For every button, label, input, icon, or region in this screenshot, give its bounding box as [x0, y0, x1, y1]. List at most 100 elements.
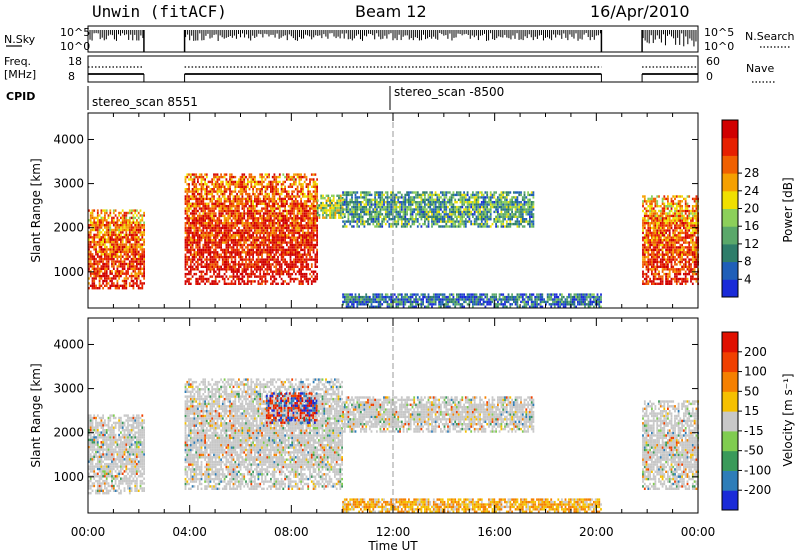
echo-cell	[223, 205, 226, 208]
echo-cell	[302, 282, 304, 285]
echo-cell	[202, 229, 205, 232]
echo-cell	[300, 270, 302, 273]
echo-cell	[245, 241, 247, 244]
echo-cell	[107, 238, 110, 241]
echo-cell	[214, 226, 217, 230]
echo-cell	[116, 250, 119, 253]
echo-cell	[197, 178, 199, 181]
echo-cell	[286, 217, 288, 220]
freq-lines	[87, 66, 699, 82]
echo-cell	[309, 258, 311, 261]
echo-cell	[286, 263, 288, 266]
echo-cell	[118, 284, 120, 287]
echo-cell	[248, 173, 251, 176]
echo-cell	[232, 246, 235, 249]
echo-cell	[214, 185, 217, 188]
echo-cell	[89, 257, 92, 261]
echo-cell	[395, 225, 398, 228]
echo-cell	[287, 212, 290, 215]
echo-cell	[325, 209, 328, 212]
echo-cell	[307, 195, 310, 198]
echo-cell	[334, 216, 337, 219]
echo-cell	[218, 188, 221, 191]
echo-cell	[188, 205, 190, 208]
echo-cell	[98, 226, 101, 229]
echo-cell	[254, 260, 256, 264]
echo-cell	[284, 248, 286, 252]
echo-cell	[205, 239, 208, 242]
echo-cell	[214, 248, 217, 252]
echo-cell	[236, 217, 238, 220]
echo-cell	[358, 215, 360, 218]
echo-cell	[345, 201, 348, 204]
echo-cell	[241, 280, 244, 283]
echo-cell	[302, 202, 304, 205]
echo-cell	[291, 239, 294, 242]
echo-cell	[361, 191, 364, 194]
echo-cell	[363, 203, 366, 206]
echo-cell	[213, 175, 215, 179]
echo-cell	[287, 219, 290, 222]
echo-cell	[261, 231, 263, 235]
echo-cell	[479, 215, 481, 218]
echo-cell	[239, 202, 242, 205]
echo-cell	[218, 175, 221, 179]
echo-cell	[121, 243, 124, 246]
echo-cell	[214, 255, 217, 259]
echo-cell	[254, 280, 256, 283]
echo-cell	[223, 226, 226, 230]
echo-cell	[411, 213, 414, 216]
echo-cell	[438, 198, 440, 201]
echo-cell	[255, 241, 258, 244]
echo-cell	[127, 248, 129, 251]
echo-cell	[191, 241, 194, 244]
echo-cell	[411, 220, 414, 223]
echo-cell	[275, 246, 278, 249]
echo-cell	[294, 207, 297, 210]
echo-cell	[309, 226, 311, 230]
echo-cell	[294, 255, 297, 259]
echo-cell	[218, 246, 221, 249]
echo-cell	[282, 188, 285, 191]
echo-cell	[195, 282, 198, 285]
echo-cell	[463, 215, 465, 218]
echo-cell	[402, 208, 405, 211]
echo-cell	[368, 198, 371, 201]
echo-cell	[220, 205, 222, 208]
echo-cell	[232, 239, 235, 242]
echo-cell	[193, 185, 196, 188]
echo-cell	[193, 272, 196, 276]
echo-cell	[132, 236, 135, 239]
echo-cell	[450, 213, 453, 216]
echo-cell	[284, 270, 286, 273]
echo-cell	[88, 257, 90, 261]
echo-cell	[300, 183, 302, 186]
echo-cell	[271, 197, 274, 201]
echo-cell	[128, 228, 131, 232]
echo-cell	[298, 251, 301, 254]
echo-cell	[118, 265, 120, 268]
echo-cell	[214, 205, 217, 208]
echo-cell	[342, 210, 344, 214]
echo-cell	[264, 178, 267, 181]
echo-cell	[123, 282, 126, 285]
echo-cell	[463, 193, 465, 197]
echo-cell	[418, 222, 421, 226]
echo-cell	[186, 226, 189, 230]
echo-cell	[227, 268, 230, 271]
echo-cell	[193, 188, 196, 191]
echo-cell	[250, 251, 253, 254]
echo-cell	[259, 272, 262, 276]
echo-cell	[200, 219, 203, 222]
echo-cell	[211, 258, 214, 261]
echo-cell	[186, 241, 189, 244]
echo-cell	[218, 255, 221, 259]
echo-cell	[232, 217, 235, 220]
echo-cell	[216, 224, 219, 227]
echo-cell	[227, 248, 230, 252]
echo-cell	[291, 219, 294, 222]
echo-cell	[332, 194, 335, 197]
echo-cell	[198, 253, 201, 256]
echo-cell	[406, 201, 408, 204]
echo-cell	[248, 229, 251, 232]
